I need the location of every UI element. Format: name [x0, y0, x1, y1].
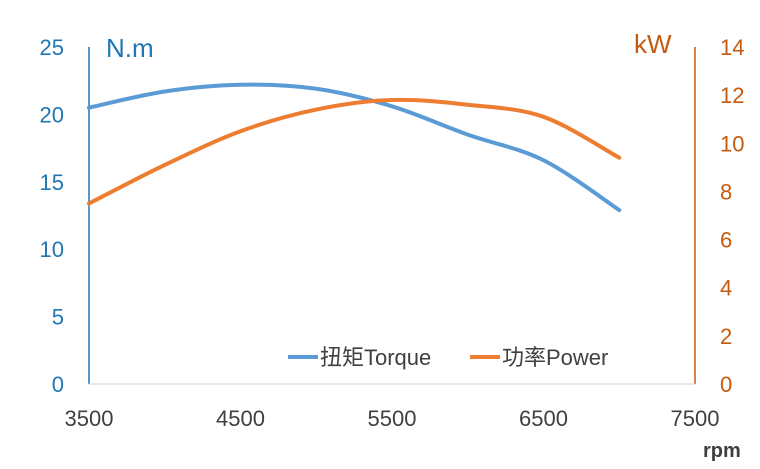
- right-tick-label: 12: [720, 83, 744, 108]
- right-tick-label: 0: [720, 372, 732, 397]
- x-axis-label: rpm: [703, 440, 741, 462]
- left-tick-label: 5: [52, 305, 64, 330]
- legend-label-torque: 扭矩Torque: [320, 345, 431, 370]
- right-axis-unit: kW: [634, 29, 672, 59]
- axes-layer: 0 5 10 15 20 25 0 2 4 6 8 10 12 14 3500 4500 5500 6500 750…: [40, 35, 745, 431]
- right-tick-label: 2: [720, 324, 732, 349]
- right-tick-label: 10: [720, 131, 744, 156]
- x-tick-label: 3500: [65, 406, 114, 431]
- right-tick-label: 4: [720, 276, 732, 301]
- left-tick-label: 25: [40, 35, 64, 60]
- right-tick-label: 6: [720, 228, 732, 253]
- x-tick-label: 7500: [671, 406, 720, 431]
- power-series-line: [87, 97, 622, 206]
- left-tick-label: 15: [40, 170, 64, 195]
- torque-series-line: [87, 82, 622, 213]
- legend-label-power: 功率Power: [502, 345, 608, 370]
- legend: 扭矩Torque 功率Power: [288, 345, 608, 370]
- left-axis-unit: N.m: [106, 33, 154, 63]
- x-tick-label: 5500: [368, 406, 417, 431]
- left-tick-label: 10: [40, 237, 64, 262]
- right-tick-label: 8: [720, 179, 732, 204]
- left-tick-label: 0: [52, 372, 64, 397]
- right-tick-label: 14: [720, 35, 744, 60]
- x-tick-label: 4500: [216, 406, 265, 431]
- x-tick-label: 6500: [519, 406, 568, 431]
- left-tick-label: 20: [40, 102, 64, 127]
- series-layer: [87, 82, 622, 213]
